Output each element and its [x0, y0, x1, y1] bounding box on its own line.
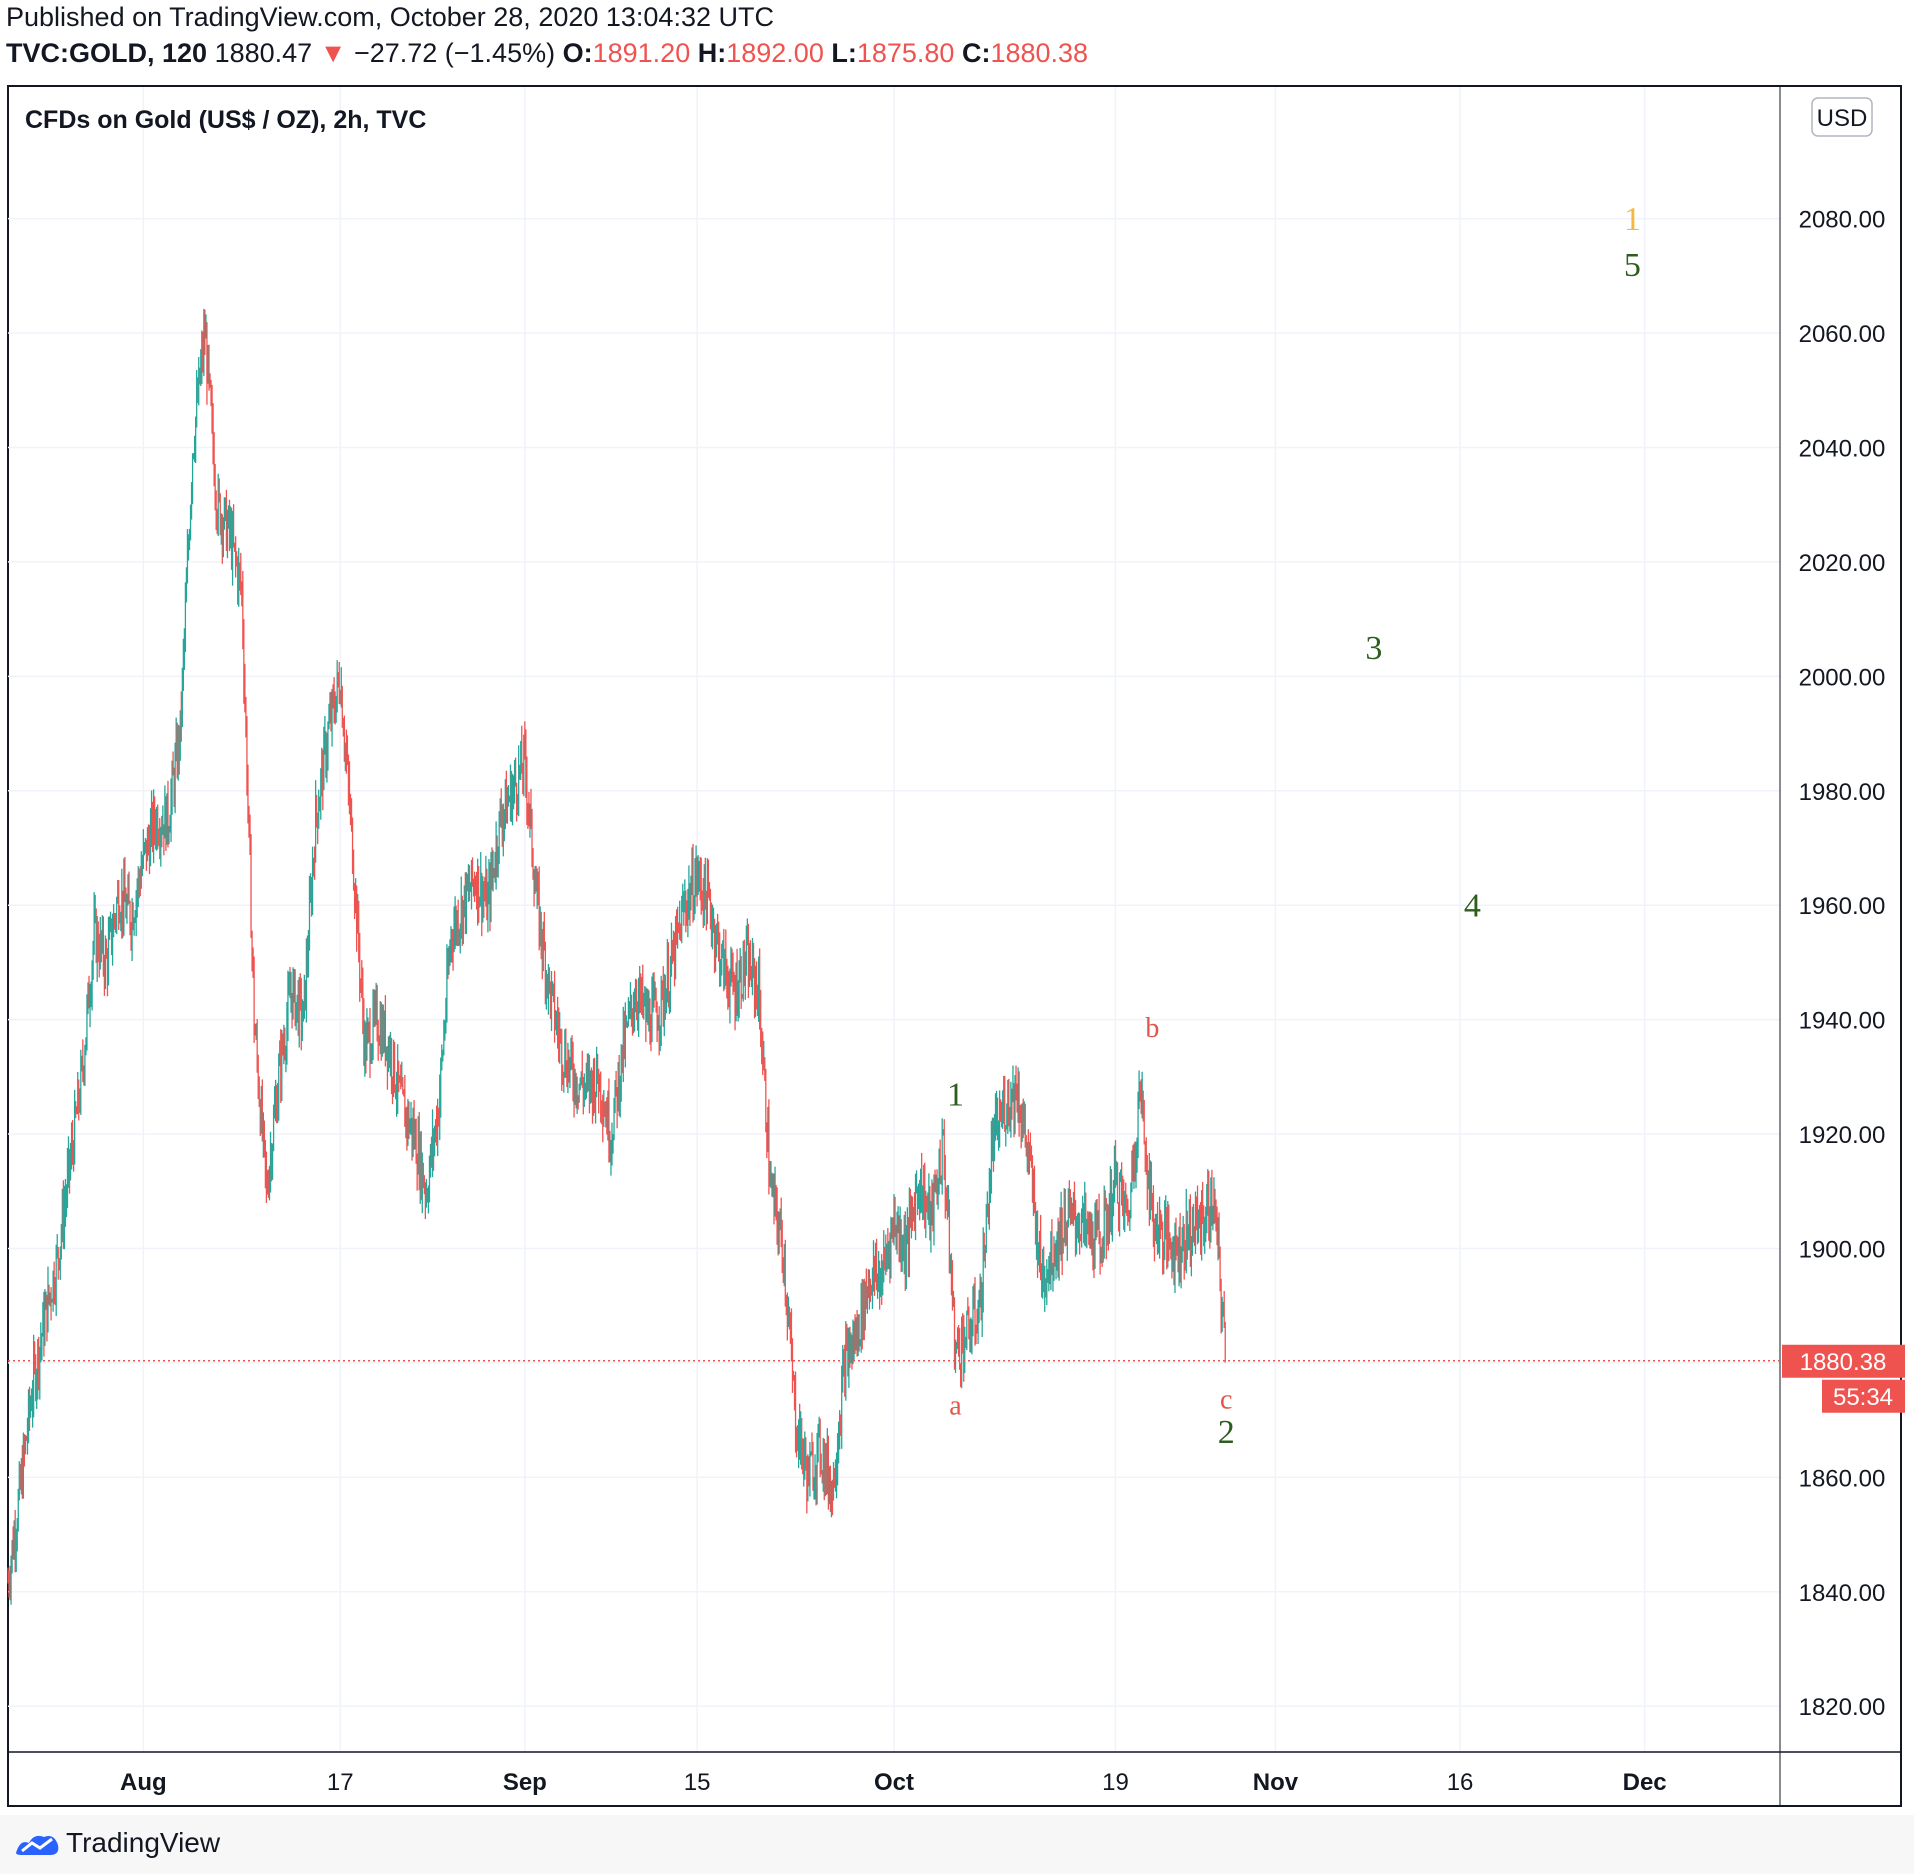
open-label: O: — [562, 38, 593, 68]
time-tick-label: Dec — [1623, 1769, 1667, 1796]
down-arrow-icon: ▼ — [319, 38, 347, 68]
time-tick-label: Sep — [503, 1769, 547, 1796]
price-tick-label: 1960.00 — [1799, 893, 1886, 920]
low-value: 1875.80 — [856, 38, 955, 68]
chart-frame[interactable] — [7, 85, 1902, 1807]
time-tick-label: 15 — [684, 1769, 711, 1796]
published-line: Published on TradingView.com, October 28… — [6, 2, 774, 32]
close-value: 1880.38 — [990, 38, 1089, 68]
wave-label: 2 — [1218, 1414, 1235, 1451]
wave-label: 3 — [1365, 630, 1382, 667]
price-tick-label: 1840.00 — [1799, 1580, 1886, 1607]
price-tick-label: 1980.00 — [1799, 779, 1886, 806]
symbol-line: TVC:GOLD, 120 1880.47 ▼ −27.72 (−1.45%) … — [6, 38, 1088, 69]
tradingview-logo-icon[interactable] — [14, 1829, 60, 1859]
wave-label: 1 — [947, 1076, 964, 1113]
brand-name[interactable]: TradingView — [66, 1827, 221, 1858]
open-value: 1891.20 — [592, 38, 691, 68]
last-price-label: 1880.38 — [1800, 1349, 1887, 1376]
price-tick-label: 1920.00 — [1799, 1122, 1886, 1149]
footer: TradingView — [0, 1815, 1914, 1874]
price-chart[interactable]: 2080.00 2060.00 2040.00 2020.00 2000.00 1980.… — [0, 0, 1914, 1815]
last-price-badge-bg — [1782, 1344, 1905, 1378]
time-tick-label: 16 — [1447, 1769, 1474, 1796]
price-tick-label: 2060.00 — [1799, 321, 1886, 348]
last-value: 1880.47 — [214, 38, 313, 68]
price-tick-label: 2040.00 — [1799, 435, 1886, 462]
currency-button-label[interactable]: USD — [1817, 105, 1868, 132]
time-tick-label: 19 — [1102, 1769, 1129, 1796]
time-tick-label: Nov — [1253, 1769, 1299, 1796]
change-value: −27.72 (−1.45%) — [353, 38, 556, 68]
price-tick-label: 2080.00 — [1799, 207, 1886, 234]
price-tick-label: 2020.00 — [1799, 550, 1886, 577]
low-label: L: — [831, 38, 857, 68]
time-tick-label: 17 — [327, 1769, 354, 1796]
time-tick-label: Aug — [120, 1769, 167, 1796]
candles — [7, 308, 1226, 1605]
price-tick-label: 1940.00 — [1799, 1008, 1886, 1035]
wave-label: a — [949, 1390, 962, 1421]
wave-label: 1 — [1624, 201, 1641, 238]
wave-label: b — [1145, 1013, 1159, 1044]
symbol: TVC:GOLD, 120 — [6, 38, 208, 68]
price-tick-label: 1860.00 — [1799, 1465, 1886, 1492]
price-tick-label: 2000.00 — [1799, 664, 1886, 691]
grid-lines — [8, 87, 1780, 1752]
time-axis[interactable]: Aug 17 Sep 15 Oct 19 Nov 16 Dec — [120, 1769, 1667, 1796]
close-label: C: — [961, 38, 991, 68]
chart-title: CFDs on Gold (US$ / OZ), 2h, TVC — [25, 106, 426, 134]
high-value: 1892.00 — [726, 38, 824, 68]
wave-label: c — [1220, 1385, 1232, 1416]
wave-labels: 1 a b c2 3 4 1 5 — [947, 201, 1641, 1451]
countdown-badge-bg — [1822, 1379, 1905, 1413]
price-tick-label: 1900.00 — [1799, 1236, 1886, 1263]
wave-label: 4 — [1464, 888, 1481, 925]
price-tick-label: 1820.00 — [1799, 1694, 1886, 1721]
high-label: H: — [697, 38, 727, 68]
price-axis[interactable]: 2080.00 2060.00 2040.00 2020.00 2000.00 1980.… — [1799, 207, 1886, 1722]
currency-button[interactable]: USD — [1811, 97, 1873, 137]
countdown-label: 55:34 — [1833, 1384, 1893, 1411]
time-tick-label: Oct — [874, 1769, 914, 1796]
wave-label: 5 — [1624, 247, 1641, 284]
last-price-badge: 1880.38 55:34 — [1782, 1344, 1905, 1413]
currency-button-bg[interactable] — [1811, 97, 1873, 137]
